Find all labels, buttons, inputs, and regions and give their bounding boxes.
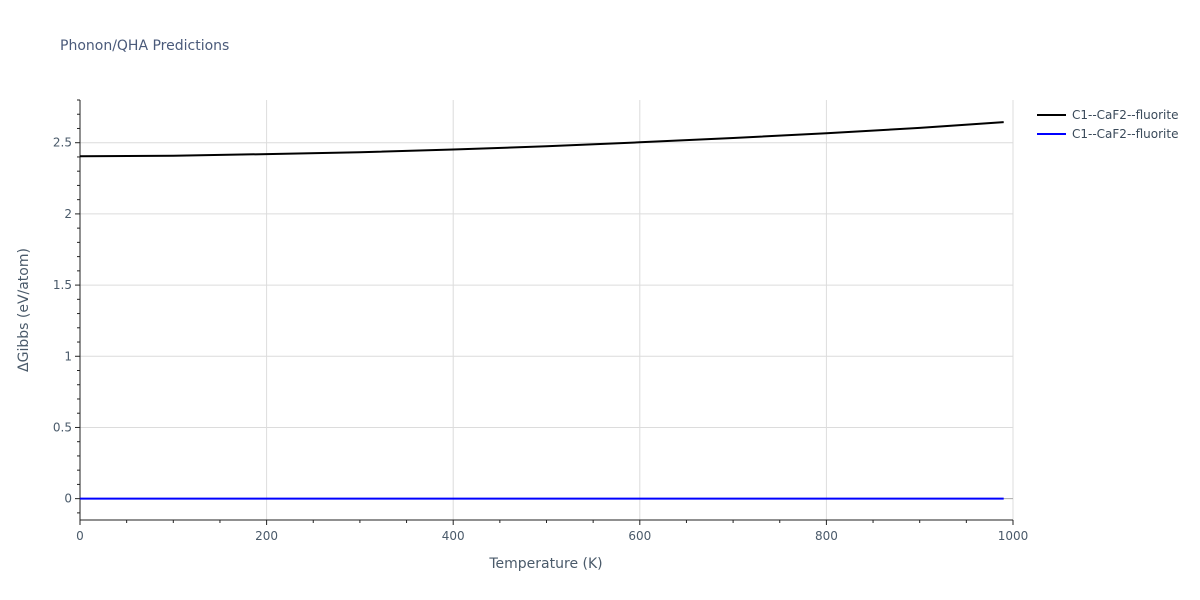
y-tick-label-0: 0 xyxy=(64,492,72,506)
y-tick-label-5: 2.5 xyxy=(53,136,72,150)
y-tick-label-3: 1.5 xyxy=(53,278,72,292)
grid-lines xyxy=(80,100,1014,520)
x-axis-label: Temperature (K) xyxy=(488,556,602,572)
y-tick-label-1: 0.5 xyxy=(53,420,72,434)
x-tick-label-1: 200 xyxy=(255,529,278,543)
series-group xyxy=(79,121,1004,500)
x-tick-label-4: 800 xyxy=(815,529,838,543)
tick-labels: 0 200 400 600 800 1000 0 0.5 1 1.5 2 2.5 xyxy=(53,136,1028,543)
legend[interactable]: C1--CaF2--fluorite C1--CaF2--fluorite xyxy=(1037,108,1178,141)
axes xyxy=(75,99,1014,525)
x-tick-label-3: 600 xyxy=(628,529,651,543)
x-tick-label-2: 400 xyxy=(442,529,465,543)
y-tick-label-4: 2 xyxy=(64,207,72,221)
y-axis-label: ΔGibbs (eV/atom) xyxy=(16,248,32,372)
series-line-0[interactable] xyxy=(79,121,1004,158)
chart-title: Phonon/QHA Predictions xyxy=(60,38,229,54)
legend-label-1[interactable]: C1--CaF2--fluorite xyxy=(1072,127,1178,141)
x-tick-label-0: 0 xyxy=(76,529,84,543)
legend-label-0[interactable]: C1--CaF2--fluorite xyxy=(1072,108,1178,122)
x-tick-label-5: 1000 xyxy=(998,529,1029,543)
y-tick-label-2: 1 xyxy=(64,349,72,363)
